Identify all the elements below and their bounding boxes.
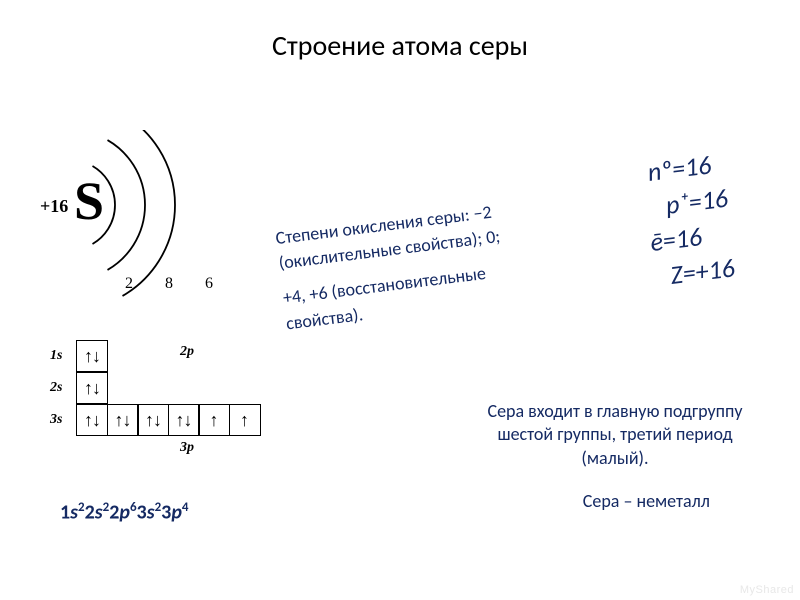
orbital-row: 3s↑↓↑↓↑↓↑↓↑↑ [50, 404, 310, 436]
orbital-box: ↑↓ [137, 404, 169, 436]
bohr-diagram: +16 S 2 8 6 [40, 130, 260, 310]
orbital-box: ↑↓ [107, 404, 139, 436]
group-period-text: Сера входит в главную подгруппу шестой г… [470, 400, 760, 470]
orbital-row-label: 1s [50, 348, 76, 364]
atomic-properties: nº=16 p⁺=16 ē=16 Z=+16 [646, 146, 739, 295]
orbital-box-diagram: 2p 1s↑↓2s↑↓3s↑↓↑↓↑↓↑↓↑↑ 3p [50, 340, 310, 470]
orbital-box: ↑ [198, 404, 230, 436]
watermark: MyShared [740, 584, 794, 596]
label-3p: 3p [180, 440, 194, 456]
shell-count-3: 6 [205, 275, 213, 293]
orbital-row-label: 2s [50, 380, 76, 396]
electron-configuration: 1s22s22p63s23p4 [60, 500, 188, 525]
prop-z: Z=+16 [668, 250, 738, 293]
shell-count-2: 8 [165, 275, 173, 293]
orbital-row: 2s↑↓ [50, 372, 310, 404]
bohr-shells-svg [40, 130, 260, 310]
page-title: Строение атома серы [0, 28, 800, 63]
oxidation-states-text: Степени окисления серы: −2 (окислительны… [274, 195, 546, 337]
orbital-box: ↑↓ [168, 404, 200, 436]
orbital-box: ↑↓ [76, 340, 108, 372]
nonmetal-text: Сера – неметалл [583, 490, 710, 512]
label-2p: 2p [180, 344, 194, 360]
orbital-box: ↑↓ [76, 372, 108, 404]
orbital-box: ↑↓ [76, 404, 108, 436]
shell-count-1: 2 [125, 275, 133, 293]
orbital-box: ↑ [229, 404, 261, 436]
orbital-row-label: 3s [50, 412, 76, 428]
